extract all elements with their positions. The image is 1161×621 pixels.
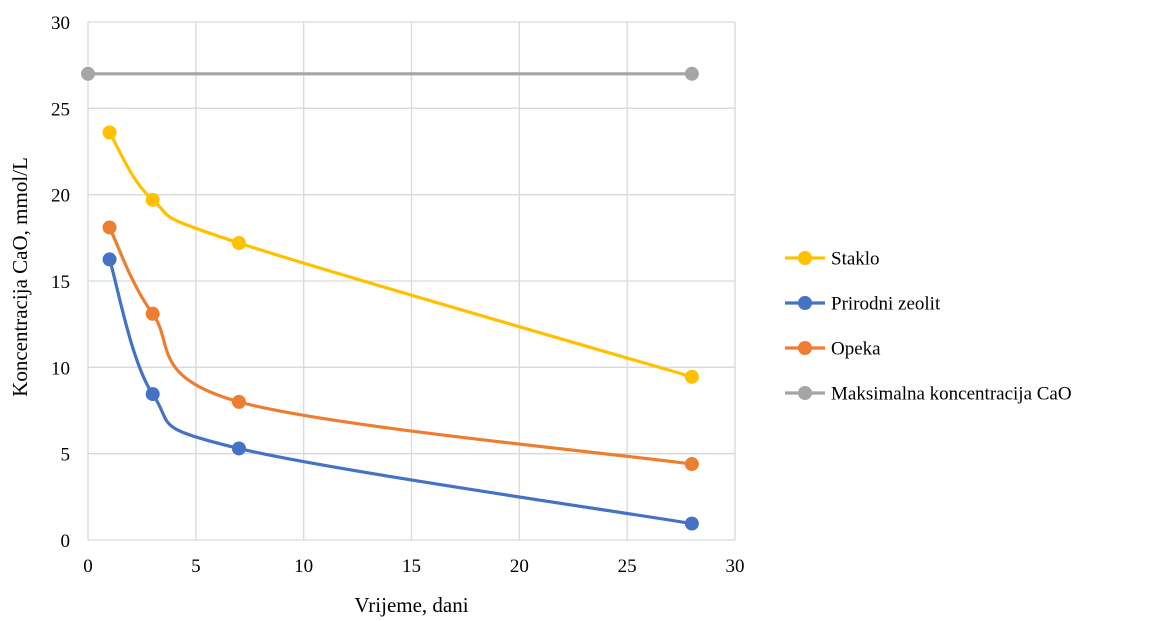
x-tick-label: 30 xyxy=(726,556,745,577)
series-line xyxy=(108,226,693,466)
legend-item: Staklo xyxy=(785,249,880,270)
data-point xyxy=(145,192,160,207)
data-point xyxy=(231,236,246,251)
data-point xyxy=(684,66,699,81)
x-tick-label: 10 xyxy=(294,556,313,577)
data-point xyxy=(102,125,117,140)
legend-label: Prirodni zeolit xyxy=(831,294,941,315)
legend-label: Opeka xyxy=(831,339,881,360)
legend-marker xyxy=(798,296,812,310)
legend-label: Staklo xyxy=(831,249,880,270)
y-tick-label: 25 xyxy=(51,99,70,120)
x-tick-label: 25 xyxy=(618,556,637,577)
legend-marker xyxy=(798,251,812,265)
data-point xyxy=(102,220,117,235)
x-axis-title: Vrijeme, dani xyxy=(354,593,468,617)
legend-item: Prirodni zeolit xyxy=(785,294,941,315)
series-staklo xyxy=(102,125,699,384)
tick-labels: 0 5 10 15 20 25 30 0 5 10 15 20 25 30 xyxy=(51,13,745,577)
data-point xyxy=(102,252,117,267)
legend-marker xyxy=(798,341,812,355)
y-tick-label: 20 xyxy=(51,186,70,207)
y-tick-label: 10 xyxy=(51,358,70,379)
data-point xyxy=(145,387,160,402)
legend-marker xyxy=(798,386,812,400)
gridlines xyxy=(87,21,736,541)
y-axis-title: Koncentracija CaO, mmol/L xyxy=(8,157,32,397)
series-layer xyxy=(81,66,699,531)
series-line xyxy=(108,131,693,379)
series-opeka xyxy=(102,220,699,472)
legend: Staklo Prirodni zeolit Opeka Maksimalna kon… xyxy=(785,249,1072,405)
y-tick-label: 5 xyxy=(61,445,71,466)
legend-item: Maksimalna koncentracija CaO xyxy=(785,384,1072,405)
data-point xyxy=(231,394,246,409)
x-tick-label: 0 xyxy=(83,556,93,577)
data-point xyxy=(684,516,699,531)
series-line xyxy=(108,258,693,526)
x-tick-label: 20 xyxy=(510,556,529,577)
legend-label: Maksimalna koncentracija CaO xyxy=(831,384,1072,405)
data-point xyxy=(684,369,699,384)
data-point xyxy=(684,457,699,472)
y-tick-label: 30 xyxy=(51,13,70,34)
data-point xyxy=(145,306,160,321)
x-tick-label: 15 xyxy=(402,556,421,577)
data-point xyxy=(231,441,246,456)
legend-item: Opeka xyxy=(785,339,881,360)
y-tick-label: 15 xyxy=(51,272,70,293)
x-tick-label: 5 xyxy=(191,556,201,577)
series-maksimalna-koncentracija-cao xyxy=(81,66,699,81)
data-point xyxy=(81,66,95,81)
y-tick-label: 0 xyxy=(61,531,71,552)
series-prirodni-zeolit xyxy=(102,252,699,531)
